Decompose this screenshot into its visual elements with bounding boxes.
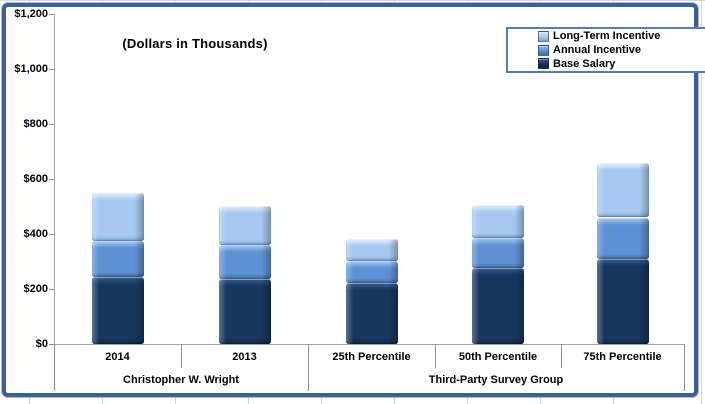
category-separator-line xyxy=(561,344,562,368)
category-separator-line xyxy=(181,344,182,368)
y-axis-tick-label: $1,200 xyxy=(14,8,48,20)
legend-swatch xyxy=(538,44,549,56)
bar-segment-annual-incentive xyxy=(597,218,649,259)
worksheet-gridline-right xyxy=(701,0,702,404)
y-axis-tick xyxy=(49,234,54,235)
legend-label: Annual Incentive xyxy=(553,44,642,56)
worksheet-gridline-top xyxy=(0,0,705,1)
category-label: 2013 xyxy=(232,351,257,363)
y-axis-tick xyxy=(49,14,54,15)
legend-swatch xyxy=(538,30,549,42)
stacked-bar xyxy=(219,206,271,344)
category-label: 2014 xyxy=(105,351,130,363)
group-label: Christopher W. Wright xyxy=(123,374,239,386)
x-axis-line xyxy=(54,344,684,345)
category-label: 25th Percentile xyxy=(332,351,411,363)
chart-legend: Long-Term Incentive Annual Incentive Base … xyxy=(506,27,705,73)
bar-segment-long-term-incentive xyxy=(472,205,524,238)
bar-segment-annual-incentive xyxy=(219,245,271,279)
category-label: 50th Percentile xyxy=(458,351,538,363)
y-axis-tick xyxy=(49,69,54,70)
y-axis-line xyxy=(54,14,55,344)
bar-segment-base-salary xyxy=(472,268,524,344)
chart-units-note: (Dollars in Thousands) xyxy=(122,36,268,51)
y-axis-tick xyxy=(49,179,54,180)
stacked-bar xyxy=(92,193,144,344)
bar-segment-long-term-incentive xyxy=(597,163,649,217)
group-separator-line xyxy=(684,344,685,391)
group-separator-line xyxy=(308,344,309,391)
legend-label: Base Salary xyxy=(553,57,616,70)
stacked-bar xyxy=(597,163,649,344)
y-axis-tick xyxy=(49,289,54,290)
legend-item: Annual Incentive xyxy=(538,44,705,57)
legend-label: Long-Term Incentive xyxy=(553,30,661,43)
bar-segment-long-term-incentive xyxy=(346,239,398,261)
y-axis-tick xyxy=(49,344,54,345)
bar-segment-annual-incentive xyxy=(472,238,524,268)
y-axis-tick xyxy=(49,124,54,125)
bar-segment-base-salary xyxy=(92,277,144,344)
bar-segment-long-term-incentive xyxy=(219,206,271,245)
bar-segment-long-term-incentive xyxy=(92,193,144,241)
bar-segment-base-salary xyxy=(219,279,271,344)
bar-segment-base-salary xyxy=(597,259,649,344)
legend-item: Long-Term Incentive xyxy=(538,30,705,43)
legend-swatch xyxy=(538,58,549,70)
y-axis-tick-label: $800 xyxy=(23,118,48,130)
y-axis-tick-label: $200 xyxy=(23,283,48,295)
group-separator-line xyxy=(54,344,55,391)
y-axis-tick-label: $400 xyxy=(23,228,48,240)
group-label: Third-Party Survey Group xyxy=(428,374,564,386)
category-separator-line xyxy=(435,344,436,368)
y-axis-tick-label: $1,000 xyxy=(14,63,48,75)
bar-segment-annual-incentive xyxy=(346,261,398,283)
stacked-bar xyxy=(346,239,398,344)
y-axis-tick-label: $0 xyxy=(35,338,48,350)
category-label: 75th Percentile xyxy=(583,351,662,363)
bar-segment-annual-incentive xyxy=(92,241,144,277)
y-axis-tick-label: $600 xyxy=(23,173,48,185)
stacked-bar xyxy=(472,205,524,344)
legend-item: Base Salary xyxy=(538,57,705,70)
bar-segment-base-salary xyxy=(346,283,398,344)
